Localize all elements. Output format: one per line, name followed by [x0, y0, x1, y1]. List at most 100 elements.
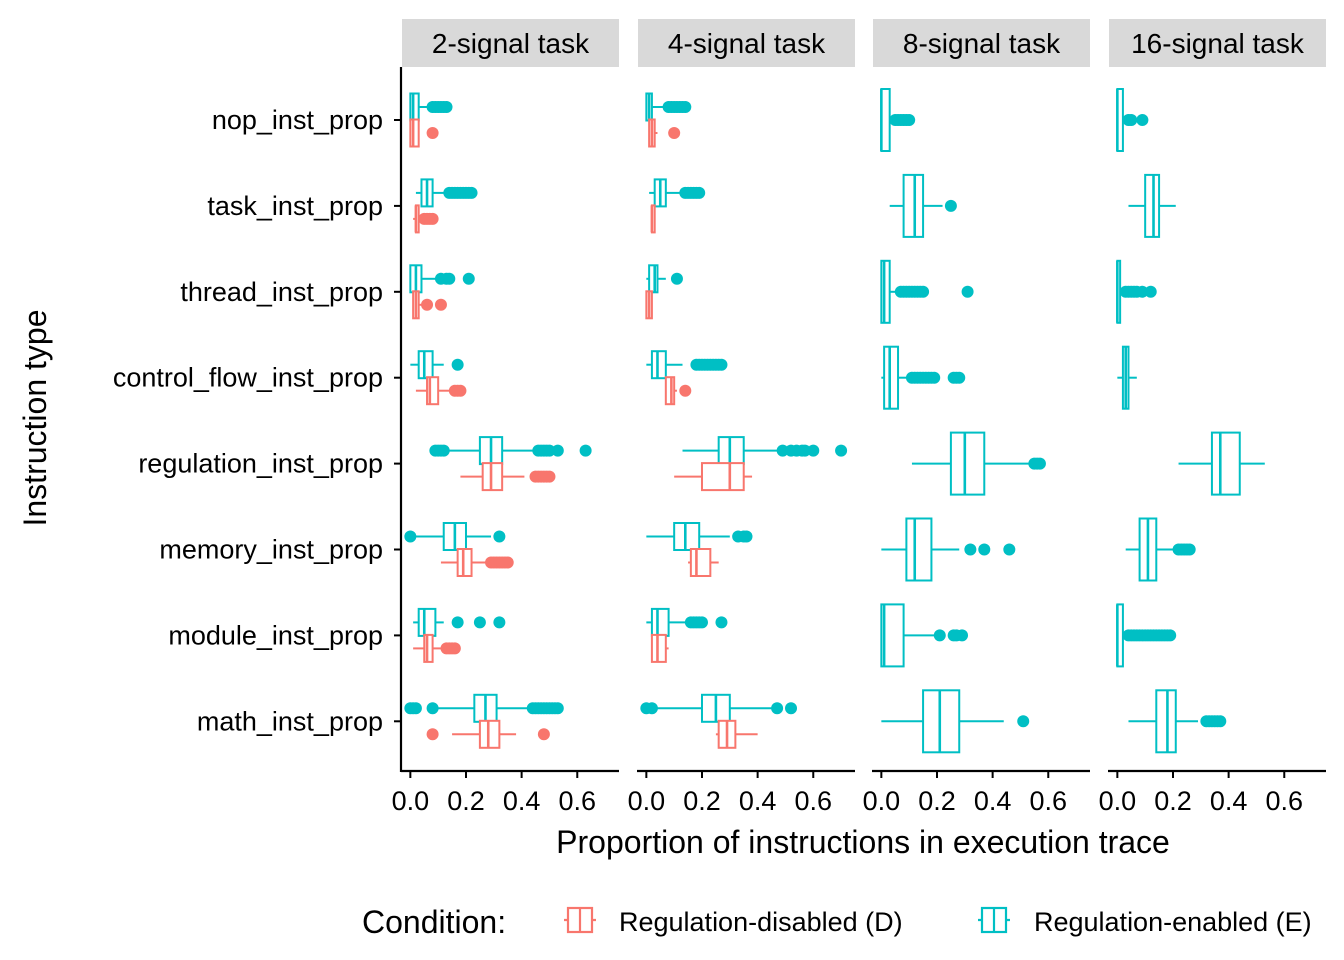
y-tick-label-math-inst-prop: math_inst_prop	[197, 706, 383, 736]
outlier-point	[451, 616, 464, 629]
outlier-point	[543, 444, 556, 457]
outlier-point	[693, 186, 706, 199]
y-tick-label-thread-inst-prop: thread_inst_prop	[180, 277, 383, 307]
outlier-point	[715, 616, 728, 629]
box-math-inst-prop-d	[426, 719, 550, 749]
box-regulation-inst-prop-d	[674, 462, 753, 492]
iqr-box	[949, 431, 986, 496]
panel-strip-label: 8-signal task	[903, 28, 1061, 59]
box-control-flow-inst-prop-e	[646, 350, 728, 380]
x-tick-label-0-4: 0.4	[503, 786, 541, 816]
y-tick-label-nop-inst-prop: nop_inst_prop	[212, 105, 383, 135]
outlier-point	[501, 556, 514, 569]
iqr-box	[1144, 173, 1161, 238]
x-tick-label-0-6: 0.6	[794, 786, 832, 816]
outlier-point	[404, 530, 417, 543]
iqr-box	[883, 345, 900, 410]
outlier-point	[551, 444, 564, 457]
x-tick-label-0-0: 0.0	[863, 786, 901, 816]
legend-title: Condition:	[362, 904, 506, 940]
iqr-box	[456, 548, 473, 577]
box-nop-inst-prop-e	[880, 88, 916, 152]
outlier-point	[1144, 285, 1157, 298]
outlier-point	[668, 127, 681, 139]
iqr-box	[409, 92, 420, 122]
outlier-point	[451, 358, 464, 371]
y-tick-label-task-inst-prop: task_inst_prop	[207, 191, 383, 221]
panel-4-signal-task: 4-signal task 0.0 0.2 0.4 0.6	[628, 19, 855, 816]
outlier-point	[1136, 285, 1149, 298]
outlier-point	[454, 384, 467, 397]
legend-key-regulation-enabled	[978, 906, 1010, 934]
outlier-point	[421, 298, 434, 311]
box-control-flow-inst-prop-e	[881, 345, 966, 410]
x-tick-label-0-4: 0.4	[974, 786, 1012, 816]
box-nop-inst-prop-e	[1116, 88, 1149, 152]
iqr-box	[481, 462, 504, 492]
box-memory-inst-prop-e	[881, 517, 1016, 582]
box-module-inst-prop-d	[413, 633, 461, 663]
box-thread-inst-prop-e	[880, 259, 974, 324]
legend-label-regulation-enabled: Regulation-enabled (E)	[1034, 907, 1312, 937]
y-tick-label-module-inst-prop: module_inst_prop	[168, 620, 383, 650]
outlier-point	[434, 298, 447, 311]
box-memory-inst-prop-e	[646, 522, 753, 551]
box-control-flow-inst-prop-e	[410, 350, 464, 380]
box-math-inst-prop-e	[640, 693, 798, 723]
outlier-point	[551, 702, 564, 715]
box-task-inst-prop-e	[415, 178, 478, 208]
box-regulation-inst-prop-e	[911, 431, 1046, 496]
iqr-box	[426, 376, 440, 406]
panel-strip	[1109, 19, 1326, 67]
outlier-point	[933, 629, 946, 642]
x-tick-label-0-2: 0.2	[918, 786, 956, 816]
outlier-point	[426, 728, 439, 741]
outlier-point	[917, 285, 930, 298]
y-axis-title: Instruction type	[17, 310, 53, 527]
legend-key-regulation-disabled	[564, 906, 596, 934]
outlier-point	[537, 728, 550, 741]
outlier-point	[579, 444, 592, 457]
outlier-point	[944, 199, 957, 212]
outlier-point	[473, 616, 486, 629]
iqr-box	[650, 607, 670, 637]
outlier-point	[771, 702, 784, 715]
iqr-box	[478, 719, 501, 749]
outlier-point	[715, 358, 728, 371]
plot-area: nop_inst_prop task_inst_prop thread_inst_p…	[113, 19, 1326, 816]
box-module-inst-prop-d	[650, 633, 669, 663]
outlier-point	[798, 444, 811, 457]
iqr-box	[417, 350, 434, 380]
x-tick-label-0-0: 0.0	[628, 786, 666, 816]
outlier-point	[426, 212, 439, 225]
outlier-point	[670, 272, 683, 285]
outlier-point	[1125, 114, 1138, 126]
y-tick-label-control-flow-inst-prop: control_flow_inst_prop	[113, 363, 383, 393]
outlier-point	[645, 702, 658, 715]
x-tick-label-0-6: 0.6	[558, 786, 596, 816]
panel-strip-label: 2-signal task	[432, 28, 590, 59]
box-nop-inst-prop-d	[409, 118, 439, 148]
iqr-box	[689, 548, 712, 577]
outlier-point	[1164, 629, 1177, 642]
outlier-point	[1033, 457, 1046, 470]
iqr-box	[880, 603, 905, 668]
box-task-inst-prop-e	[1128, 173, 1176, 238]
outlier-point	[785, 702, 798, 715]
outlier-point	[426, 702, 439, 715]
outlier-point	[695, 616, 708, 629]
box-control-flow-inst-prop-e	[1117, 345, 1137, 410]
x-tick-label-0-6: 0.6	[1029, 786, 1067, 816]
outlier-point	[978, 543, 991, 556]
box-regulation-inst-prop-e	[682, 436, 848, 466]
box-regulation-inst-prop-e	[429, 436, 592, 466]
box-thread-inst-prop-e	[1116, 259, 1157, 324]
box-control-flow-inst-prop-d	[415, 376, 467, 406]
panel-strip-label: 16-signal task	[1131, 28, 1305, 59]
box-memory-inst-prop-d	[688, 548, 719, 577]
outlier-point	[437, 444, 450, 457]
box-task-inst-prop-e	[889, 173, 957, 238]
outlier-point	[440, 101, 453, 113]
outlier-point	[956, 629, 969, 642]
box-thread-inst-prop-d	[412, 290, 447, 320]
